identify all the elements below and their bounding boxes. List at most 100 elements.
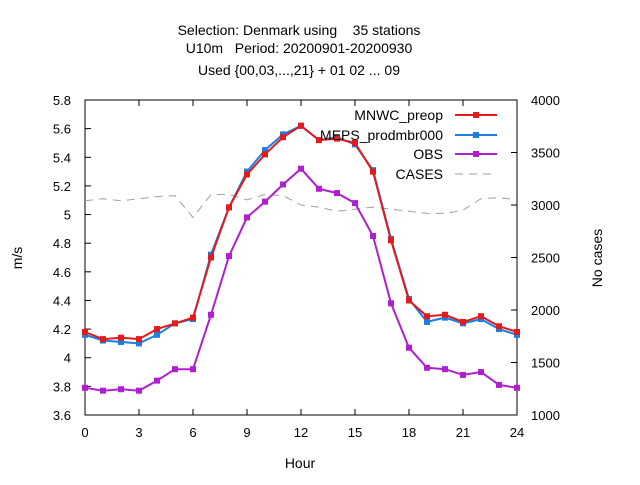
y2-tick-label: 2000 <box>531 303 560 318</box>
x-tick-label: 6 <box>189 425 196 440</box>
y-tick-label: 3.6 <box>53 408 71 423</box>
y-tick-label: 4.6 <box>53 265 71 280</box>
y-tick-label: 5.4 <box>53 150 71 165</box>
data-point-mnwc-preop <box>262 151 268 158</box>
legend-marker-mnwc-preop <box>473 112 479 118</box>
y-tick-label: 5 <box>64 208 71 223</box>
series-line-meps-prodmbr000 <box>84 124 518 345</box>
data-point-mnwc-preop <box>370 168 376 175</box>
data-point-obs <box>172 366 178 373</box>
y-tick-label: 4.8 <box>53 236 71 251</box>
x-tick-label: 18 <box>402 425 416 440</box>
y2-tick-label: 2500 <box>531 251 560 266</box>
data-point-obs <box>118 386 124 393</box>
legend: MNWC_preop MEPS_prodmbr000 OBS CASES <box>320 107 497 182</box>
x-tick-label: 21 <box>456 425 470 440</box>
data-point-obs <box>226 253 232 260</box>
plot-frame <box>84 99 518 416</box>
data-point-obs <box>100 387 106 394</box>
y-tick-label: 4.2 <box>53 322 71 337</box>
data-point-obs <box>280 181 286 188</box>
data-point-obs <box>370 233 376 240</box>
data-point-mnwc-preop <box>298 122 304 129</box>
data-point-mnwc-preop <box>424 313 430 320</box>
data-point-mnwc-preop <box>406 297 412 304</box>
data-point-mnwc-preop <box>316 137 322 144</box>
data-point-mnwc-preop <box>478 313 484 320</box>
data-point-obs <box>334 190 340 197</box>
data-point-obs <box>442 366 448 373</box>
data-point-obs <box>514 384 520 391</box>
data-point-mnwc-preop <box>154 326 160 333</box>
data-point-obs <box>406 344 412 351</box>
data-point-obs <box>208 311 214 318</box>
chart-title-line-3: Used {00,03,...,21} + 01 02 ... 09 <box>198 62 400 78</box>
data-point-meps-prodmbr000 <box>118 338 124 345</box>
data-point-obs <box>388 300 394 307</box>
data-point-mnwc-preop <box>136 336 142 343</box>
data-point-obs <box>244 214 250 221</box>
data-point-obs <box>352 200 358 207</box>
y2-tick-label: 3000 <box>531 198 560 213</box>
legend-label-mnwc-preop: MNWC_preop <box>354 107 443 123</box>
axis-ticks: 0 3 6 9 12 15 18 21 24 3.6 3.8 4 4.2 4.4 4.6 4.8 5 5.2 5.4… <box>53 93 560 440</box>
data-point-obs <box>460 371 466 378</box>
data-point-obs <box>316 185 322 192</box>
y-tick-label: 5.2 <box>53 179 71 194</box>
y2-axis-label: No cases <box>589 229 605 287</box>
x-tick-label: 24 <box>510 425 524 440</box>
data-point-obs <box>496 381 502 388</box>
series-line-mnwc-preop <box>84 124 518 341</box>
series-line-obs <box>84 167 518 392</box>
legend-marker-meps-prodmbr000 <box>473 132 479 138</box>
x-tick-label: 0 <box>81 425 88 440</box>
y2-tick-label: 3500 <box>531 146 560 161</box>
y-tick-label: 4.4 <box>53 293 71 308</box>
x-tick-label: 3 <box>135 425 142 440</box>
data-point-obs <box>424 364 430 371</box>
data-point-mnwc-preop <box>280 134 286 141</box>
data-point-meps-prodmbr000 <box>262 147 268 154</box>
data-point-obs <box>298 165 304 172</box>
data-point-obs <box>82 384 88 391</box>
chart-title-line-1: Selection: Denmark using 35 stations <box>178 22 421 38</box>
x-tick-label: 9 <box>243 425 250 440</box>
data-point-obs <box>262 198 268 205</box>
y-tick-label: 4 <box>64 351 71 366</box>
legend-label-cases: CASES <box>396 166 443 182</box>
data-point-mnwc-preop <box>460 318 466 325</box>
x-axis-label: Hour <box>285 455 316 471</box>
data-point-mnwc-preop <box>244 171 250 178</box>
series-line-cases <box>84 193 518 219</box>
data-point-obs <box>154 377 160 384</box>
y-axis-label: m/s <box>9 247 25 270</box>
chart-title-line-2: U10m Period: 20200901-20200930 <box>186 40 413 56</box>
y-tick-label: 3.8 <box>53 379 71 394</box>
data-point-mnwc-preop <box>190 314 196 321</box>
data-point-obs <box>478 369 484 376</box>
series-layer <box>82 122 520 394</box>
y2-tick-label: 1500 <box>531 356 560 371</box>
data-point-meps-prodmbr000 <box>136 340 142 347</box>
y2-tick-label: 1000 <box>531 408 560 423</box>
data-point-mnwc-preop <box>442 311 448 318</box>
x-tick-label: 12 <box>294 425 308 440</box>
y-tick-label: 5.8 <box>53 93 71 108</box>
y-tick-label: 5.6 <box>53 122 71 137</box>
data-point-mnwc-preop <box>118 334 124 341</box>
data-point-mnwc-preop <box>82 328 88 335</box>
data-point-mnwc-preop <box>352 139 358 146</box>
data-point-mnwc-preop <box>496 323 502 330</box>
data-point-mnwc-preop <box>388 237 394 244</box>
data-point-mnwc-preop <box>226 204 232 211</box>
data-point-mnwc-preop <box>100 336 106 343</box>
data-point-mnwc-preop <box>514 328 520 335</box>
data-point-obs <box>190 366 196 373</box>
data-point-mnwc-preop <box>334 135 340 142</box>
y2-tick-label: 4000 <box>531 93 560 108</box>
x-tick-label: 15 <box>348 425 362 440</box>
data-point-obs <box>136 387 142 394</box>
data-point-meps-prodmbr000 <box>154 331 160 338</box>
legend-marker-obs <box>473 151 479 157</box>
